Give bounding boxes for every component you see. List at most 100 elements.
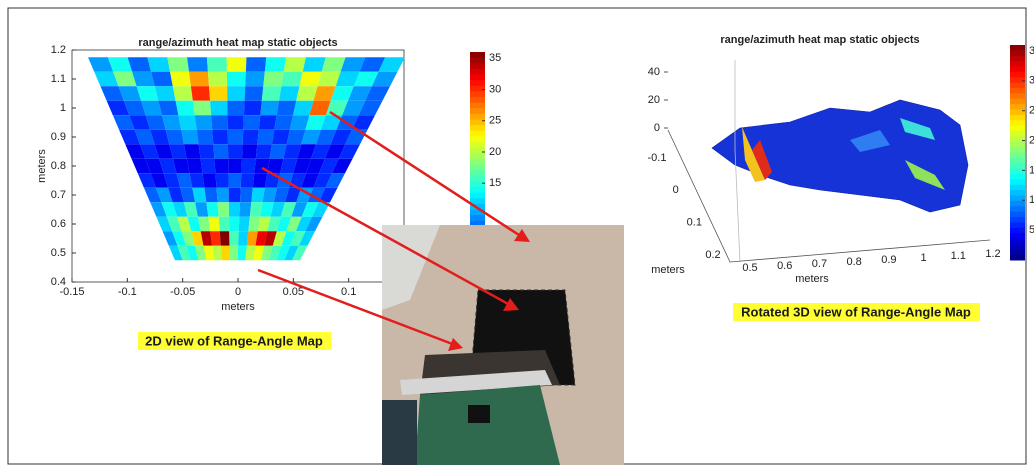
x-tick-label: 0.9 xyxy=(881,254,896,266)
heat-cell xyxy=(177,245,191,261)
surface-peak xyxy=(742,127,765,182)
heat-cell xyxy=(330,129,352,145)
heat-cell xyxy=(136,86,159,101)
axis-frame xyxy=(667,129,991,263)
heat-cell xyxy=(227,129,244,145)
heat-cell xyxy=(226,57,247,72)
heat-cell xyxy=(297,144,316,159)
heat-cell xyxy=(237,245,247,261)
surface-patch xyxy=(905,160,945,190)
x-tick-label: 0.5 xyxy=(742,262,757,274)
heat-cell xyxy=(228,173,242,188)
heat-cell xyxy=(283,57,306,72)
colorbar-segment xyxy=(1010,152,1025,159)
heat-cell xyxy=(320,115,343,130)
colorbar-tick-label: 25 xyxy=(489,115,501,127)
colorbar-tick-label: 15 xyxy=(1029,164,1034,176)
heat-cell xyxy=(190,86,211,101)
colorbar-segment xyxy=(470,130,485,137)
y-axis-label: meters xyxy=(651,264,685,276)
heat-cell xyxy=(261,86,282,101)
heat-cell xyxy=(151,71,173,87)
heat-cell xyxy=(178,115,197,130)
heat-cell xyxy=(211,115,228,130)
heat-cell xyxy=(305,115,326,130)
y-tick-label: 1.2 xyxy=(51,44,66,56)
heat-cell xyxy=(270,202,286,217)
heat-cell xyxy=(214,158,229,174)
colorbar-tick-label: 10 xyxy=(1029,194,1034,206)
heat-cell xyxy=(100,86,124,101)
colorbar-segment xyxy=(1010,136,1025,143)
x-tick-label: -0.1 xyxy=(118,286,137,298)
y-tick-label: 0.6 xyxy=(51,218,66,230)
heat-cell xyxy=(204,187,218,203)
heat-cell xyxy=(245,57,267,72)
heat-cell xyxy=(163,173,181,188)
heat-cell xyxy=(162,231,178,246)
heat-cell xyxy=(107,57,133,72)
heat-cell xyxy=(196,129,214,145)
heat-cell xyxy=(302,57,326,72)
heat-cell xyxy=(283,144,302,159)
heat-cell xyxy=(255,231,268,246)
photo xyxy=(382,225,624,465)
heat-cell xyxy=(330,86,354,101)
colorbar-segment xyxy=(1010,206,1025,213)
colorbar-segment xyxy=(1010,163,1025,170)
heat-cell xyxy=(195,202,209,217)
heat-cell xyxy=(229,245,239,261)
heat-cell xyxy=(150,173,169,188)
colorbar-segment xyxy=(1010,50,1025,57)
colorbar-segment xyxy=(1010,131,1025,137)
colorbar-segment xyxy=(1010,104,1025,110)
colorbar-segment xyxy=(1010,211,1025,218)
heat-cell xyxy=(239,202,252,217)
heat-cell xyxy=(245,71,265,87)
heat-cell xyxy=(325,173,345,188)
heat-cell xyxy=(203,245,215,261)
heat-cell xyxy=(161,202,178,217)
arrowhead xyxy=(503,298,519,311)
heat-cell xyxy=(286,129,306,145)
heat-cell xyxy=(245,245,256,261)
colorbar-segment xyxy=(470,181,485,188)
colorbar-segment xyxy=(1010,55,1025,62)
heat-cell xyxy=(371,71,398,87)
arrow xyxy=(257,268,456,347)
heat-cell xyxy=(305,216,323,232)
heat-cell xyxy=(321,57,346,72)
heat-cell xyxy=(338,144,360,159)
heat-cell xyxy=(353,71,379,87)
colorbar-segment xyxy=(470,170,485,177)
heat-cell xyxy=(253,245,265,261)
heat-cell xyxy=(296,187,314,203)
heat-cell xyxy=(279,86,300,101)
heat-cell xyxy=(281,71,303,87)
heat-cell xyxy=(281,231,296,246)
heat-cell xyxy=(296,86,318,101)
heat-cell xyxy=(293,100,314,116)
colorbar-segment xyxy=(1010,120,1025,127)
heat-cell xyxy=(145,115,166,130)
colorbar-tick-label: 25 xyxy=(1029,105,1034,117)
heat-cell xyxy=(285,187,302,203)
heat-cell xyxy=(229,216,240,232)
colorbar-segment xyxy=(470,136,485,143)
x-tick-label: 0.6 xyxy=(777,260,792,272)
colorbar-segment xyxy=(1010,125,1025,132)
colorbar-segment xyxy=(470,85,485,92)
colorbar-segment xyxy=(470,97,485,104)
heat-cell xyxy=(340,57,366,72)
colorbar-segment xyxy=(1010,168,1025,175)
heat-cell xyxy=(219,231,230,246)
arrowhead xyxy=(448,338,463,351)
heat-cell xyxy=(183,202,198,217)
heat-cell xyxy=(123,100,146,116)
colorbar-segment xyxy=(470,91,485,98)
colorbar-segment xyxy=(470,63,485,70)
heat-cell xyxy=(317,71,341,87)
heat-cell xyxy=(246,231,258,246)
heat-cell xyxy=(229,231,239,246)
heat-cell xyxy=(186,158,203,174)
